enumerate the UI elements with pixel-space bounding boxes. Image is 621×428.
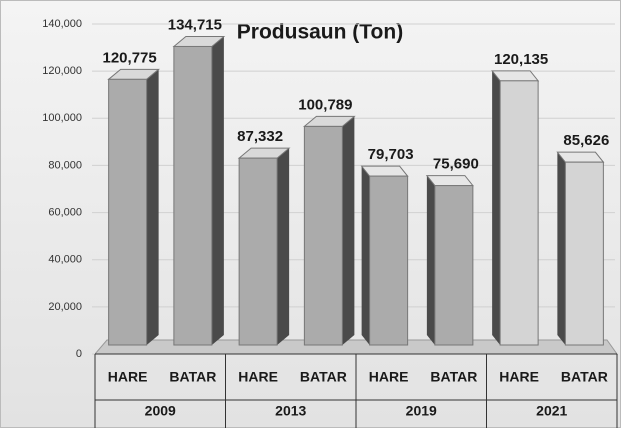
value-label: 75,690: [433, 156, 479, 173]
bar: [499, 80, 539, 346]
group-label: 2019: [406, 403, 437, 419]
x-tick-label: BATAR: [561, 369, 608, 385]
bar: [238, 157, 278, 346]
value-label: 120,135: [494, 51, 548, 68]
group-label: 2013: [275, 403, 306, 419]
value-label: 87,332: [237, 128, 283, 145]
bar-side: [277, 148, 290, 345]
y-tick-label: 20,000: [48, 301, 82, 313]
x-tick-label: BATAR: [300, 369, 347, 385]
bar: [434, 185, 474, 346]
x-tick-label: HARE: [238, 369, 278, 385]
bar: [173, 45, 213, 346]
value-label: 100,789: [298, 96, 352, 113]
y-tick-label: 60,000: [48, 206, 82, 218]
bar-top: [360, 165, 409, 177]
y-tick-label: 0: [76, 348, 82, 360]
bar-side: [211, 36, 224, 346]
bar-side: [361, 166, 370, 345]
x-tick-label: HARE: [499, 369, 539, 385]
y-tick-label: 40,000: [48, 254, 82, 266]
group-label: 2009: [145, 403, 176, 419]
bar-top: [556, 151, 605, 163]
y-tick-label: 120,000: [42, 65, 82, 77]
value-label: 79,703: [368, 146, 414, 163]
value-label: 120,775: [103, 49, 157, 66]
y-tick-label: 100,000: [42, 112, 82, 124]
value-label: 85,626: [563, 132, 609, 149]
bar: [108, 78, 148, 346]
bar-side: [426, 175, 435, 345]
bar-side: [557, 152, 566, 345]
x-tick-label: HARE: [108, 369, 148, 385]
floor: [93, 339, 618, 355]
value-label: 134,715: [168, 16, 222, 33]
bar-side: [492, 70, 501, 345]
bar-top: [425, 175, 474, 187]
x-tick-label: BATAR: [430, 369, 477, 385]
y-tick-label: 140,000: [42, 18, 82, 30]
bar: [564, 161, 604, 346]
bar-top: [491, 70, 540, 82]
group-label: 2021: [536, 403, 567, 419]
x-tick-label: HARE: [369, 369, 409, 385]
y-tick-label: 80,000: [48, 159, 82, 171]
x-tick-label: BATAR: [169, 369, 216, 385]
bar-side: [342, 116, 355, 345]
bar-side: [146, 69, 159, 345]
bar: [369, 175, 409, 346]
bar: [303, 125, 343, 346]
chart-title: Produsaun (Ton): [237, 21, 403, 44]
